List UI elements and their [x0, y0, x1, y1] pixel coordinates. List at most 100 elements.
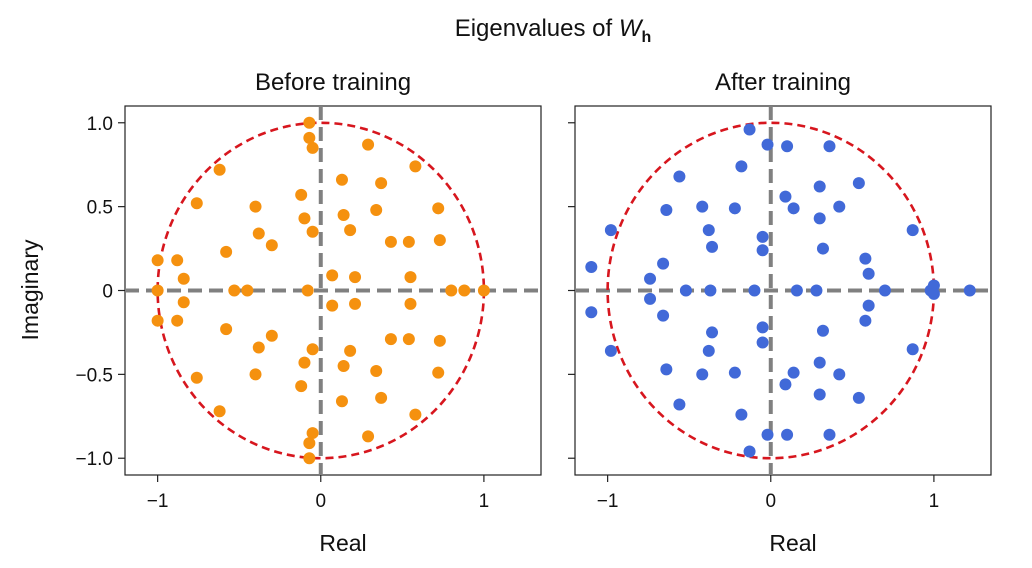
panel-title: After training [715, 69, 851, 96]
eigenvalue-point [220, 323, 233, 336]
panel-before-training: −1 0 1 1.0 0.5 0 −0.5 −1.0 Before training Real [75, 69, 542, 556]
eigenvalue-point [384, 333, 397, 346]
eigenvalue-point [833, 200, 846, 213]
eigenvalue-point [743, 123, 756, 136]
eigenvalue-point [859, 252, 872, 265]
eigenvalue-point [220, 245, 233, 258]
eigenvalue-point [906, 224, 919, 237]
eigenvalue-point [151, 254, 164, 267]
eigenvalue-point [816, 242, 829, 255]
x-tick-label: 1 [479, 491, 490, 512]
eigenvalue-point [404, 271, 417, 284]
eigenvalue-point [813, 356, 826, 369]
y-tick-label: −1.0 [75, 449, 113, 470]
eigenvalue-point [790, 284, 803, 297]
eigenvalue-point [781, 140, 794, 153]
eigenvalue-point [362, 138, 375, 151]
eigenvalue-point [813, 388, 826, 401]
eigenvalue-point [833, 368, 846, 381]
eigenvalue-point [706, 240, 719, 253]
eigenvalue-point [306, 225, 319, 238]
eigenvalue-point [432, 366, 445, 379]
eigenvalue-point [370, 203, 383, 216]
eigenvalue-point [735, 408, 748, 421]
eigenvalue-point [477, 284, 490, 297]
eigenvalue-point [702, 344, 715, 357]
eigenvalue-point [823, 428, 836, 441]
x-tick-label: −1 [597, 491, 619, 512]
eigenvalue-point [433, 234, 446, 247]
eigenvalue-point [696, 368, 709, 381]
eigenvalue-point [906, 343, 919, 356]
x-axis-label: Real [319, 530, 366, 556]
eigenvalue-point [335, 173, 348, 186]
eigenvalue-point [228, 284, 241, 297]
eigenvalue-point [787, 202, 800, 215]
eigenvalue-point [241, 284, 254, 297]
eigenvalue-point [644, 292, 657, 305]
eigenvalue-point [344, 224, 357, 237]
eigenvalue-point [265, 239, 278, 252]
eigenvalue-point [644, 272, 657, 285]
eigenvalue-point [810, 284, 823, 297]
eigenvalue-point [761, 428, 774, 441]
eigenvalue-point [295, 380, 308, 393]
eigenvalue-point [303, 452, 316, 465]
eigenvalue-point [303, 437, 316, 450]
eigenvalue-point [362, 430, 375, 443]
eigenvalue-point [458, 284, 471, 297]
eigenvalue-point [303, 116, 316, 129]
eigenvalue-point [604, 224, 617, 237]
eigenvalue-point [657, 309, 670, 322]
eigenvalue-point [151, 284, 164, 297]
x-axis-label: Real [769, 530, 816, 556]
eigenvalue-point [151, 314, 164, 327]
eigenvalue-point [295, 188, 308, 201]
eigenvalue-point [852, 391, 865, 404]
y-tick-label: 0.5 [87, 198, 113, 219]
eigenvalue-point [249, 368, 262, 381]
eigenvalue-point [743, 445, 756, 458]
eigenvalue-point [756, 321, 769, 334]
eigenvalue-point [748, 284, 761, 297]
eigenvalue-point [190, 197, 203, 210]
eigenvalue-point [756, 230, 769, 243]
eigenvalue-point [859, 314, 872, 327]
eigenvalue-point [190, 371, 203, 384]
y-tick-label: 0 [102, 282, 113, 303]
x-tick-label: 1 [929, 491, 940, 512]
eigenvalue-point [756, 244, 769, 257]
eigenvalue-point [679, 284, 692, 297]
x-tick-label: 0 [765, 491, 776, 512]
eigenvalue-point [779, 378, 792, 391]
eigenvalue-point [344, 344, 357, 357]
eigenvalue-point [349, 297, 362, 310]
eigenvalue-point [337, 209, 350, 222]
x-tick-label: 0 [315, 491, 326, 512]
eigenvalue-point [927, 287, 940, 300]
figure-title: Eigenvalues of Wh [455, 15, 652, 46]
eigenvalue-point [787, 366, 800, 379]
eigenvalue-point [657, 257, 670, 270]
eigenvalue-point [852, 177, 865, 190]
eigenvalue-point [432, 202, 445, 215]
eigenvalue-point [781, 428, 794, 441]
eigenvalue-point [370, 365, 383, 378]
eigenvalue-point [862, 299, 875, 312]
eigenvalue-point [375, 391, 388, 404]
eigenvalue-point [177, 272, 190, 285]
eigenvalue-point [402, 235, 415, 248]
eigenvalue-point [409, 160, 422, 173]
eigenvalue-point [585, 306, 598, 319]
eigenvalue-point [177, 296, 190, 309]
eigenvalue-point [171, 254, 184, 267]
panel-after-training: −1 0 1 After training Real [568, 69, 992, 556]
eigenvalue-point [704, 284, 717, 297]
eigenvalue-point [756, 336, 769, 349]
eigenvalue-point [213, 163, 226, 176]
eigenvalue-point [660, 363, 673, 376]
eigenvalue-point [706, 326, 719, 339]
eigenvalue-point [728, 366, 741, 379]
y-axis-label: Imaginary [17, 239, 43, 340]
